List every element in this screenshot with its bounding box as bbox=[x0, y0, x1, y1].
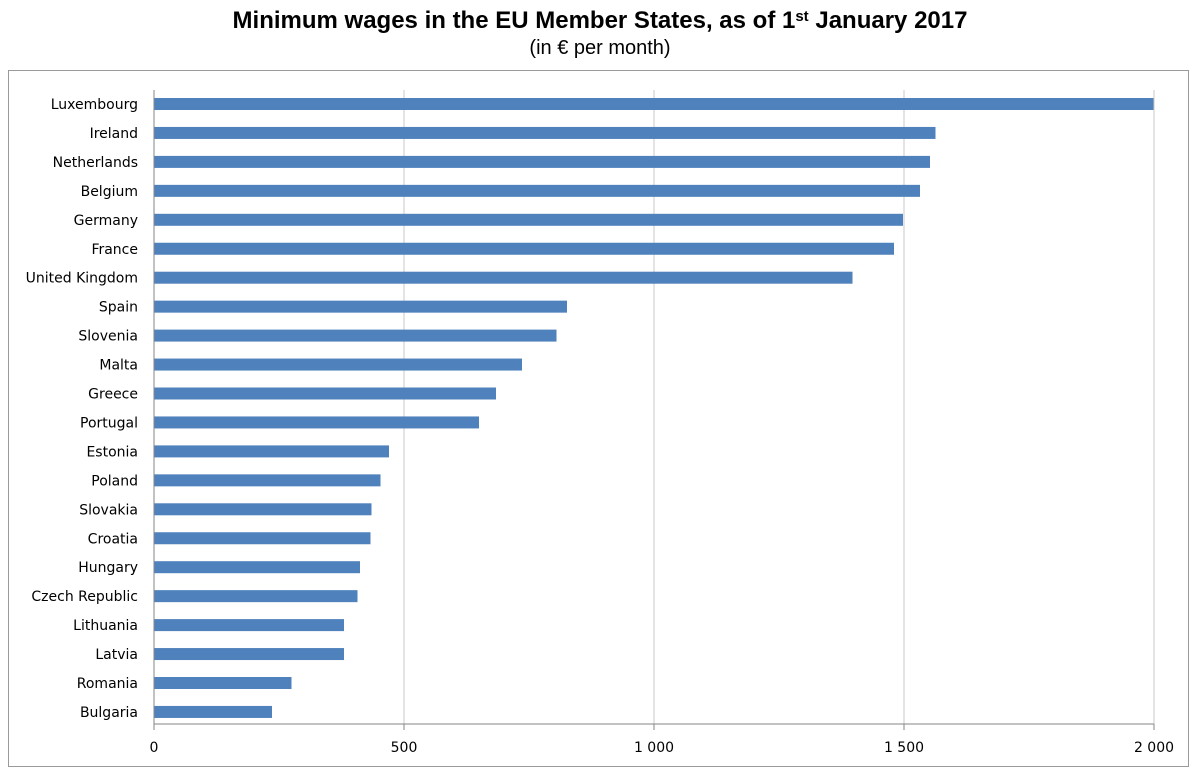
category-label: Czech Republic bbox=[31, 589, 138, 605]
x-tick-label: 0 bbox=[150, 740, 159, 756]
bar bbox=[154, 416, 479, 429]
chart-title-superscript: st bbox=[795, 8, 809, 25]
bar bbox=[154, 445, 389, 458]
category-label: Belgium bbox=[81, 184, 138, 200]
category-label: Poland bbox=[91, 473, 138, 489]
bar bbox=[154, 677, 292, 689]
category-label: Ireland bbox=[90, 126, 138, 142]
category-label: Malta bbox=[99, 358, 138, 374]
category-label: Romania bbox=[77, 676, 138, 692]
chart-title: Minimum wages in the EU Member States, a… bbox=[0, 4, 1200, 38]
bar bbox=[154, 619, 344, 632]
category-label: Estonia bbox=[86, 444, 138, 460]
category-label: France bbox=[91, 242, 138, 258]
category-label: Portugal bbox=[80, 415, 138, 431]
category-label: Lithuania bbox=[73, 618, 138, 634]
bar bbox=[154, 329, 557, 342]
category-label: Germany bbox=[74, 213, 138, 229]
chart-subtitle: (in € per month) bbox=[529, 37, 671, 59]
bar bbox=[154, 271, 853, 284]
category-label: Slovakia bbox=[79, 502, 138, 518]
bar bbox=[154, 358, 522, 371]
bar bbox=[154, 242, 894, 255]
chart-title-end: January 2017 bbox=[808, 7, 968, 34]
x-tick-label: 1 500 bbox=[884, 740, 924, 756]
bar bbox=[154, 532, 371, 545]
chart-frame bbox=[8, 70, 1189, 767]
category-label: Latvia bbox=[95, 647, 138, 663]
x-tick-label: 1 000 bbox=[634, 740, 674, 756]
x-tick-label: 2 000 bbox=[1134, 740, 1174, 756]
x-tick-label: 500 bbox=[391, 740, 418, 756]
bar bbox=[154, 213, 903, 226]
chart-title-main: Minimum wages in the EU Member States, a… bbox=[232, 7, 796, 34]
bar bbox=[154, 387, 496, 400]
bar bbox=[154, 184, 920, 197]
category-label: Bulgaria bbox=[80, 705, 138, 721]
category-label: United Kingdom bbox=[26, 271, 138, 287]
category-label: Netherlands bbox=[53, 155, 138, 171]
category-label: Greece bbox=[88, 387, 138, 403]
bar bbox=[154, 98, 1154, 110]
bar bbox=[154, 503, 372, 516]
bar bbox=[154, 648, 344, 661]
bar bbox=[154, 561, 360, 574]
bar bbox=[154, 474, 381, 487]
category-label: Croatia bbox=[88, 531, 138, 547]
bar bbox=[154, 590, 358, 603]
category-label: Luxembourg bbox=[51, 97, 138, 113]
category-label: Slovenia bbox=[78, 329, 138, 345]
bar bbox=[154, 155, 930, 168]
category-label: Spain bbox=[99, 300, 138, 316]
category-label: Hungary bbox=[78, 560, 138, 576]
bar bbox=[154, 126, 936, 139]
bar bbox=[154, 300, 567, 313]
bar bbox=[154, 705, 272, 718]
